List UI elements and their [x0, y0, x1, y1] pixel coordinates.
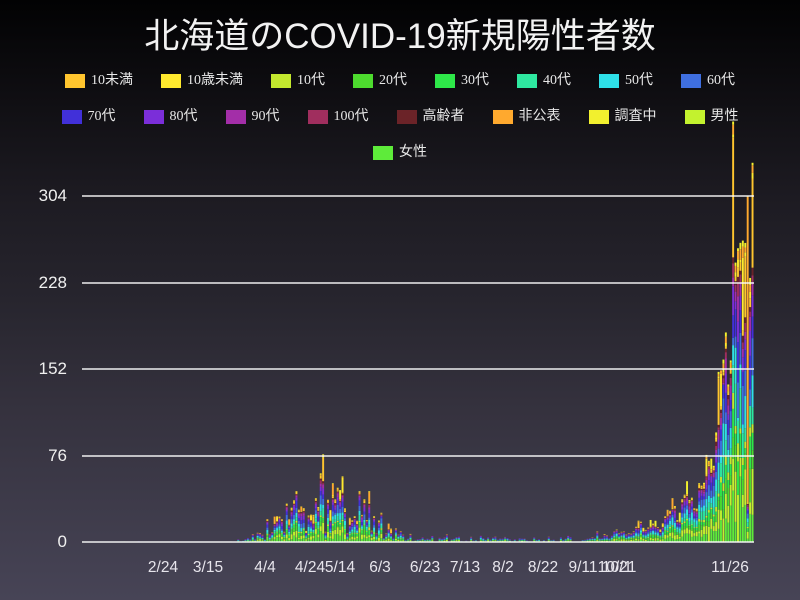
svg-text:8/2: 8/2	[492, 559, 514, 576]
svg-text:2/24: 2/24	[148, 559, 179, 576]
svg-text:76: 76	[48, 446, 67, 465]
svg-text:0: 0	[58, 532, 67, 551]
svg-text:7/13: 7/13	[450, 559, 480, 576]
svg-text:304: 304	[39, 186, 67, 205]
svg-text:3/15: 3/15	[193, 559, 223, 576]
svg-text:8/22: 8/22	[528, 559, 558, 576]
svg-text:6/3: 6/3	[369, 559, 391, 576]
svg-text:5/14: 5/14	[325, 559, 356, 576]
svg-text:9/11: 9/11	[568, 559, 597, 576]
svg-text:228: 228	[39, 273, 67, 292]
svg-text:4/4: 4/4	[254, 559, 276, 576]
svg-text:152: 152	[39, 359, 67, 378]
svg-text:11/26: 11/26	[711, 559, 749, 576]
svg-text:10/21: 10/21	[598, 559, 637, 576]
svg-text:6/23: 6/23	[410, 559, 440, 576]
svg-text:4/24: 4/24	[295, 559, 326, 576]
